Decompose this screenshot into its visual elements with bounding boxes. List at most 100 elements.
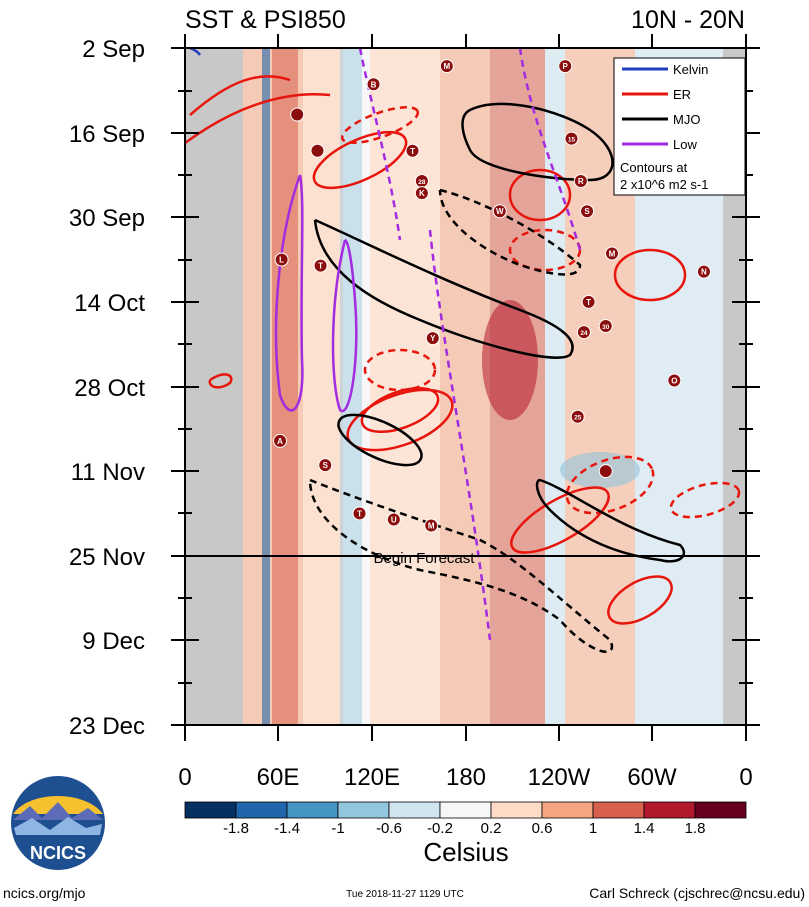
region-title: 10N - 20N <box>631 6 745 34</box>
storm-icon <box>558 59 573 74</box>
storm-label: A <box>277 437 283 446</box>
storm-label: 15 <box>568 137 576 144</box>
storm-marker: L <box>274 252 289 267</box>
er-contour <box>510 486 610 554</box>
storm-label: T <box>586 298 591 307</box>
storm-marker: K <box>414 186 429 201</box>
storm-label: K <box>419 189 425 198</box>
storm-icon <box>318 458 333 473</box>
low-contour <box>358 48 402 241</box>
y-tick-label: 9 Dec <box>82 628 145 655</box>
storm-marker: N <box>696 264 711 279</box>
storm-icon <box>667 373 682 388</box>
x-tick-label: 120E <box>344 764 400 791</box>
colorbar-swatch <box>490 801 543 819</box>
ncics-logo: NCICS <box>11 776 105 870</box>
storm-label: T <box>318 262 323 271</box>
storm-icon <box>604 246 619 261</box>
storm-marker: U <box>386 512 401 527</box>
storm-markers: M P B T 15 28 K R W S L T M N T 24 30 Y O 25 A S T U M <box>273 59 711 533</box>
sst-hotspot-1 <box>482 300 538 420</box>
storm-label: M <box>609 250 616 259</box>
y-tick-label: 2 Sep <box>82 36 145 63</box>
colorbar-tick-label: 1 <box>589 820 597 837</box>
storm-label: W <box>496 207 504 216</box>
colorbar-swatch <box>643 801 696 819</box>
mjo-contour <box>461 102 614 182</box>
er-contour <box>607 575 673 625</box>
legend: Kelvin ER MJO Low Contours at 2 x10^6 m2… <box>613 57 746 196</box>
legend-label-kelvin: Kelvin <box>673 62 708 77</box>
storm-label: N <box>701 268 707 277</box>
storm-marker: O <box>667 373 682 388</box>
colorbar-tick-label: -1.4 <box>274 820 300 837</box>
colorbar-swatch <box>541 801 594 819</box>
x-tick-label: 180 <box>446 764 486 791</box>
storm-icon <box>290 107 305 122</box>
colorbar-swatch <box>388 801 441 819</box>
legend-label-mjo: MJO <box>673 112 700 127</box>
storm-label: Y <box>430 334 436 343</box>
storm-marker: 24 <box>576 325 591 340</box>
storm-label: 24 <box>580 330 588 337</box>
legend-note: 2 x10^6 m2 s-1 <box>620 177 708 192</box>
legend-label-low: Low <box>673 137 697 152</box>
storm-marker: W <box>492 204 507 219</box>
x-tick-label: 60W <box>627 764 677 791</box>
storm-marker: B <box>366 77 381 92</box>
low-contour <box>428 229 492 641</box>
er-contour <box>565 455 655 515</box>
er-contour <box>508 168 572 222</box>
storm-marker: M <box>424 518 439 533</box>
colorbar-tick-label: 1.8 <box>685 820 706 837</box>
mjo-contour <box>313 218 574 359</box>
storm-label: M <box>428 522 435 531</box>
storm-marker <box>598 464 613 479</box>
storm-marker: 25 <box>570 409 585 424</box>
storm-label: L <box>279 256 284 265</box>
er-contour <box>669 481 741 519</box>
y-tick-label: 11 Nov <box>71 459 145 486</box>
colorbar-swatch <box>235 801 288 819</box>
storm-label: O <box>671 376 677 385</box>
er-contour <box>613 248 687 302</box>
storm-icon <box>573 173 588 188</box>
storm-icon <box>313 258 328 273</box>
forecast-label: Begin Forecast <box>374 550 476 567</box>
colorbar-swatch <box>592 801 645 819</box>
x-axis-ticks <box>184 34 747 741</box>
colorbar-label: Celsius <box>423 837 508 867</box>
y-tick-label: 30 Sep <box>69 205 145 232</box>
storm-marker: T <box>581 294 596 309</box>
storm-icon <box>439 59 454 74</box>
storm-icon <box>352 506 367 521</box>
colorbar-tick-label: 0.2 <box>481 820 502 837</box>
low-contour <box>331 238 358 413</box>
er-contour <box>346 388 454 452</box>
storm-marker: T <box>313 258 328 273</box>
er-contour <box>208 373 233 389</box>
storm-marker: M <box>439 59 454 74</box>
storm-icon <box>580 204 595 219</box>
storm-icon <box>386 512 401 527</box>
storm-icon <box>570 409 585 424</box>
storm-label: U <box>391 515 397 524</box>
y-tick-label: 14 Oct <box>74 290 145 317</box>
x-axis-labels: 0 60E 120E 180 120W 60W 0 <box>178 764 752 791</box>
mjo-contour <box>308 478 614 653</box>
footer-url: ncics.org/mjo <box>3 885 86 901</box>
colorbar-ticks: -1.8 -1.4 -1 -0.6 -0.2 0.2 0.6 1 1.4 1.8 <box>223 820 705 837</box>
colorbar-tick-label: 1.4 <box>634 820 655 837</box>
er-contour <box>340 106 420 144</box>
y-tick-label: 25 Nov <box>69 544 145 571</box>
storm-label: R <box>578 177 584 186</box>
storm-label: 25 <box>574 415 582 422</box>
x-tick-label: 0 <box>739 764 752 791</box>
storm-icon <box>564 131 579 146</box>
storm-label: S <box>584 207 590 216</box>
x-tick-label: 60E <box>257 764 300 791</box>
storm-marker: S <box>580 204 595 219</box>
sst-band-cool-2 <box>340 48 362 725</box>
storm-icon <box>581 294 596 309</box>
storm-marker: Y <box>425 331 440 346</box>
